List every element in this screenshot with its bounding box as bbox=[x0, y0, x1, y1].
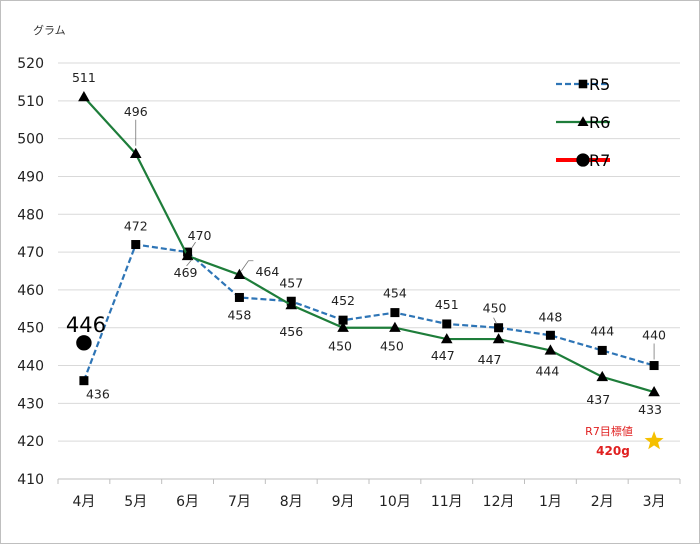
data-point-r5 bbox=[494, 323, 504, 333]
data-label-r6: 450 bbox=[380, 339, 404, 354]
data-label-r5: 450 bbox=[483, 301, 507, 316]
data-point-r6 bbox=[337, 321, 349, 332]
data-label-r7: 446 bbox=[66, 313, 106, 337]
data-label-r5: 440 bbox=[642, 328, 666, 343]
data-label-r5: 457 bbox=[279, 275, 303, 290]
x-tick-label: 7月 bbox=[228, 494, 251, 510]
data-point-r5 bbox=[649, 361, 659, 371]
target-star-icon bbox=[644, 431, 664, 450]
x-tick-label: 1月 bbox=[539, 494, 562, 510]
data-point-r5 bbox=[234, 292, 244, 302]
x-tick-label: 10月 bbox=[379, 494, 411, 510]
legend: R5 R6 R7 bbox=[556, 75, 610, 170]
series-line-r6 bbox=[83, 96, 655, 394]
x-tick-label: 9月 bbox=[332, 494, 355, 510]
leader-line bbox=[493, 317, 497, 324]
data-label-r6: 496 bbox=[124, 104, 148, 119]
data-label-r6: 469 bbox=[174, 265, 198, 280]
data-label-r5: 472 bbox=[124, 219, 148, 234]
data-label-r5: 454 bbox=[383, 286, 407, 301]
data-label-r6: 437 bbox=[586, 392, 610, 407]
y-tick-label: 470 bbox=[17, 245, 44, 261]
data-point-r6 bbox=[78, 91, 90, 102]
x-tick-label: 12月 bbox=[483, 494, 515, 510]
legend-marker-r7 bbox=[576, 153, 590, 167]
data-label-r5: 452 bbox=[331, 293, 355, 308]
x-tick-label: 5月 bbox=[124, 494, 147, 510]
data-point-r6 bbox=[596, 370, 609, 382]
data-point-r7 bbox=[76, 335, 92, 351]
legend-label-r5: R5 bbox=[589, 75, 610, 94]
x-tick-label: 3月 bbox=[643, 494, 666, 510]
x-tick-label: 8月 bbox=[280, 494, 303, 510]
y-tick-label: 490 bbox=[17, 169, 44, 185]
data-point-r5 bbox=[442, 319, 452, 329]
data-label-r6: 433 bbox=[638, 402, 662, 417]
leader-line bbox=[186, 259, 192, 267]
y-tick-label: 480 bbox=[17, 207, 44, 223]
data-point-r6 bbox=[544, 344, 557, 355]
data-label-r5: 470 bbox=[188, 228, 212, 243]
data-point-r5 bbox=[545, 330, 555, 340]
y-tick-label: 410 bbox=[17, 472, 44, 488]
data-point-r5 bbox=[597, 345, 607, 355]
data-label-r6: 456 bbox=[279, 324, 303, 339]
data-label-r6: 447 bbox=[478, 352, 502, 367]
data-point-r5 bbox=[338, 315, 348, 325]
data-label-r5: 448 bbox=[538, 309, 562, 324]
x-tick-label: 2月 bbox=[591, 494, 614, 510]
series-group bbox=[76, 91, 660, 397]
data-point-r6 bbox=[233, 268, 246, 279]
x-tick-label: 6月 bbox=[176, 494, 199, 510]
data-point-r6 bbox=[181, 249, 194, 261]
data-point-r5 bbox=[390, 308, 400, 318]
y-tick-label: 500 bbox=[17, 132, 44, 148]
y-tick-label: 440 bbox=[17, 359, 44, 375]
x-axis-ticks: 4月 5月 6月 7月 8月 9月 10月 11月 12月 1月 2月 3月 bbox=[57, 479, 681, 510]
legend-label-r7: R7 bbox=[589, 151, 610, 170]
data-point-r5 bbox=[131, 240, 141, 250]
data-label-r5: 436 bbox=[86, 387, 110, 402]
data-point-r6 bbox=[285, 299, 298, 310]
legend-label-r6: R6 bbox=[589, 113, 610, 132]
data-point-r6 bbox=[129, 147, 142, 158]
y-tick-label: 510 bbox=[17, 94, 44, 110]
target-annotation: R7目標値 420g bbox=[585, 424, 664, 458]
leader-line bbox=[241, 260, 254, 272]
x-tick-label: 4月 bbox=[72, 494, 95, 510]
data-label-r6: 464 bbox=[255, 264, 279, 279]
y-tick-label: 460 bbox=[17, 283, 44, 299]
series-line-r5 bbox=[82, 243, 655, 382]
data-label-r6: 447 bbox=[431, 348, 455, 363]
data-point-r5 bbox=[79, 376, 89, 386]
data-label-r6: 444 bbox=[535, 363, 559, 378]
data-label-r5: 458 bbox=[227, 307, 251, 322]
y-tick-label: 430 bbox=[17, 396, 44, 412]
legend-marker-r5 bbox=[578, 79, 588, 89]
data-point-r6 bbox=[440, 333, 453, 344]
y-tick-label: 420 bbox=[17, 434, 44, 450]
data-point-r6 bbox=[492, 333, 505, 344]
y-tick-label: 520 bbox=[17, 56, 44, 72]
data-label-r6: 511 bbox=[72, 70, 96, 85]
x-tick-label: 11月 bbox=[431, 494, 463, 510]
y-axis-ticks: 410 420 430 440 450 460 470 480 490 500 510 520 bbox=[17, 56, 44, 488]
data-point-r6 bbox=[648, 386, 660, 397]
data-point-r6 bbox=[389, 321, 401, 332]
legend-marker-r6 bbox=[577, 116, 589, 126]
target-label: R7目標値 bbox=[585, 424, 633, 438]
leader-line bbox=[191, 241, 196, 249]
data-label-r6: 450 bbox=[328, 339, 352, 354]
y-unit-label: グラム bbox=[33, 23, 66, 37]
data-label-r5: 451 bbox=[435, 297, 459, 312]
data-labels: 436 472 470 458 457 452 454 451 450 448 444 440 511 4… bbox=[66, 70, 666, 417]
data-label-r5: 444 bbox=[590, 323, 614, 338]
y-tick-label: 450 bbox=[17, 321, 44, 337]
target-value: 420g bbox=[596, 444, 630, 458]
